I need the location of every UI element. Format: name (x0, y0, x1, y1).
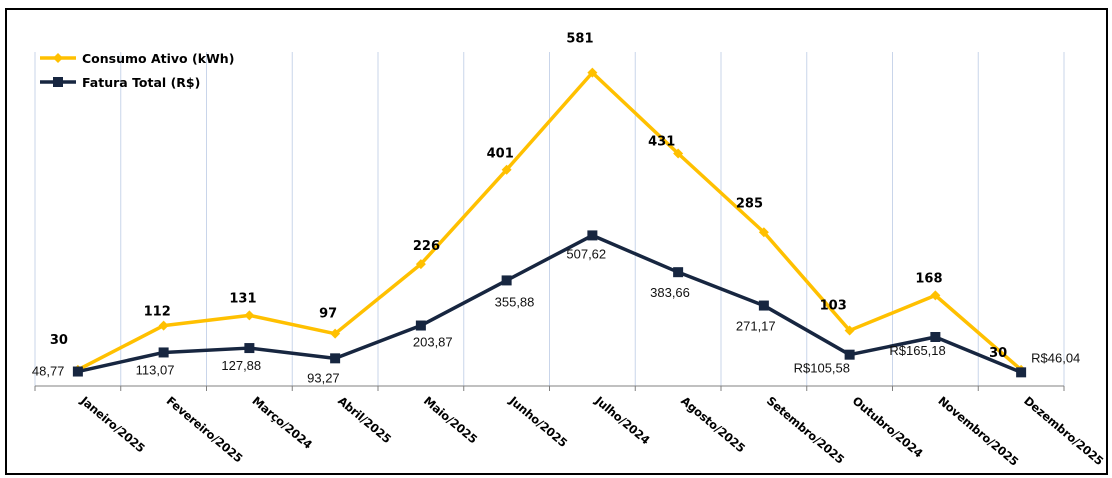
x-tick-label: Outubro/2024 (850, 394, 926, 461)
data-point (587, 67, 598, 78)
data-point (930, 331, 941, 342)
data-point (930, 290, 941, 301)
data-label: R$165,18 (889, 343, 945, 358)
data-label: 103 (820, 298, 847, 313)
x-tick-label: Janeiro/2025 (77, 393, 148, 455)
data-label: 127,88 (221, 358, 261, 373)
data-label: 383,66 (650, 285, 690, 300)
series-line-fatura (77, 233, 1022, 374)
x-tick-label: Dezembro/2025 (1021, 394, 1106, 469)
data-point (415, 320, 426, 331)
data-label: 30 (989, 346, 1007, 361)
x-tick-label: Novembro/2025 (935, 394, 1021, 469)
data-label: 93,27 (307, 370, 340, 385)
x-tick-label: Junho/2025 (506, 393, 570, 450)
x-tick-label: Julho/2024 (592, 393, 653, 447)
data-label: 113,07 (136, 362, 175, 377)
data-point (158, 347, 169, 358)
data-point (158, 320, 169, 331)
data-label: 203,87 (413, 335, 453, 350)
data-point (758, 227, 769, 238)
data-label: 48,77 (32, 364, 65, 379)
data-label: 355,88 (495, 294, 535, 309)
x-tick-label: Fevereiro/2025 (164, 394, 246, 466)
x-tick-label: Abril/2025 (335, 394, 394, 447)
data-point (330, 353, 341, 364)
data-point (844, 325, 855, 336)
data-point (673, 267, 684, 278)
series-line-consumo (77, 70, 1023, 372)
data-point (244, 310, 255, 321)
x-tick-label: Agosto/2025 (678, 394, 748, 456)
data-label: 97 (319, 307, 337, 322)
data-point (1016, 367, 1027, 378)
data-label: 30 (50, 333, 68, 348)
data-label: 131 (229, 291, 256, 306)
x-tick-label: Setembro/2025 (764, 394, 847, 467)
x-tick-label: Maio/2025 (421, 394, 480, 447)
data-label: 507,62 (566, 246, 606, 261)
data-label: 226 (413, 239, 440, 254)
data-point (673, 148, 684, 159)
legend-label: Consumo Ativo (kWh) (82, 51, 234, 66)
chart-frame (5, 8, 1108, 475)
data-point (844, 349, 855, 360)
data-label: 401 (487, 147, 514, 162)
legend-marker (53, 77, 63, 87)
data-point (415, 259, 426, 270)
legend-label: Fatura Total (R$) (82, 75, 200, 90)
data-label: R$46,04 (1031, 350, 1080, 365)
data-label: 285 (736, 196, 763, 211)
data-point (244, 343, 255, 354)
data-label: 112 (144, 305, 171, 320)
data-label: R$105,58 (794, 361, 850, 376)
data-label: 271,17 (736, 319, 776, 334)
legend-marker (53, 53, 63, 63)
data-point (501, 275, 512, 286)
data-point (758, 300, 769, 311)
data-point (72, 366, 83, 377)
data-point (501, 164, 512, 175)
data-label: 431 (648, 135, 675, 150)
data-label: 581 (566, 32, 593, 47)
x-tick-label: Março/2024 (249, 394, 315, 452)
data-point (587, 230, 598, 241)
data-label: 168 (915, 271, 942, 286)
data-point (330, 328, 341, 339)
